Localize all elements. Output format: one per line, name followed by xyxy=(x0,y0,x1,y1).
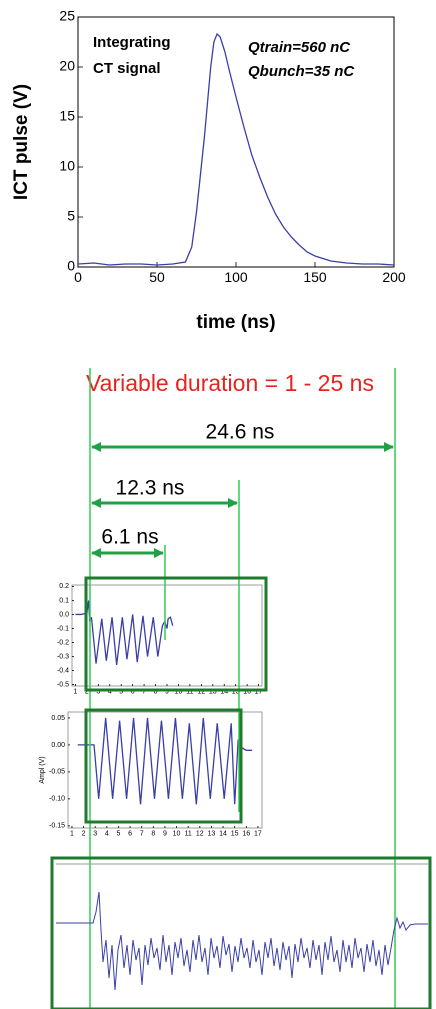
x-tick-label: 12 xyxy=(196,830,204,837)
arrow-label: 6.1 ns xyxy=(101,526,158,549)
highlight-box xyxy=(52,858,430,1009)
y-tick-label: 20 xyxy=(59,58,75,74)
page: 0501001502000510152025ICT pulse (V)time … xyxy=(0,0,436,1009)
x-tick-label: 15 xyxy=(231,830,239,837)
x-tick-label: 10 xyxy=(173,830,181,837)
y-tick-label: -0.1 xyxy=(57,625,69,632)
x-tick-label: 4 xyxy=(105,830,109,837)
y-tick-label: 25 xyxy=(59,8,75,24)
y-tick-label: -0.2 xyxy=(57,639,69,646)
x-tick-label: 13 xyxy=(208,830,216,837)
y-tick-label: -0.5 xyxy=(57,681,69,688)
arrow-label: 12.3 ns xyxy=(116,477,185,500)
x-tick-label: 17 xyxy=(254,830,262,837)
x-tick-label: 6 xyxy=(128,830,132,837)
x-axis-label: time (ns) xyxy=(196,312,275,333)
y-tick-label: -0.4 xyxy=(57,667,69,674)
arrow-label: 24.6 ns xyxy=(206,421,275,444)
annotation: Qtrain=560 nC xyxy=(248,39,351,56)
diagram-title: Variable duration = 1 - 25 ns xyxy=(86,370,374,396)
x-tick-label: 50 xyxy=(149,269,165,285)
annotation: CT signal xyxy=(93,60,161,77)
x-tick-label: 2 xyxy=(82,830,86,837)
x-tick-label: 11 xyxy=(185,830,192,837)
y-tick-label: 15 xyxy=(59,108,75,124)
x-tick-label: 1 xyxy=(73,688,77,695)
y-tick-label: 0.1 xyxy=(59,597,69,604)
x-tick-label: 8 xyxy=(151,830,155,837)
x-tick-label: 16 xyxy=(242,830,250,837)
y-tick-label: -0.15 xyxy=(49,823,65,830)
y-tick-label: -0.3 xyxy=(57,653,69,660)
x-tick-label: 100 xyxy=(224,269,248,285)
y-tick-label: 0.05 xyxy=(51,715,65,722)
x-tick-label: 9 xyxy=(163,830,167,837)
waveform xyxy=(56,892,428,990)
x-tick-label: 5 xyxy=(116,830,120,837)
x-tick-label: 150 xyxy=(303,269,327,285)
chart: 0 50 100 150 200 0 5 10 15 20 25 ICT pulse (V) time … xyxy=(11,8,406,333)
x-tick-label: 3 xyxy=(93,830,97,837)
y-axis-label: ICT pulse (V) xyxy=(11,84,32,200)
x-tick-label: 200 xyxy=(382,269,406,285)
y-tick-label: 5 xyxy=(67,208,75,224)
x-tick-label: 14 xyxy=(219,830,227,837)
x-tick-label: 1 xyxy=(70,830,74,837)
long-waveform xyxy=(56,864,428,990)
y-tick-label: 0.2 xyxy=(59,583,69,590)
y-tick-label: -0.10 xyxy=(49,796,65,803)
y-tick-label: 0 xyxy=(67,258,75,274)
y-tick-label: 10 xyxy=(59,158,75,174)
y-axis-label: Ampl (V) xyxy=(39,756,46,783)
annotation: Qbunch=35 nC xyxy=(248,63,355,80)
x-tick-label: 0 xyxy=(74,269,82,285)
annotation: Integrating xyxy=(93,34,171,51)
y-tick-label: 0.0 xyxy=(59,611,69,618)
y-tick-label: -0.05 xyxy=(49,769,65,776)
x-tick-label: 7 xyxy=(140,830,144,837)
y-tick-label: 0.00 xyxy=(51,742,65,749)
